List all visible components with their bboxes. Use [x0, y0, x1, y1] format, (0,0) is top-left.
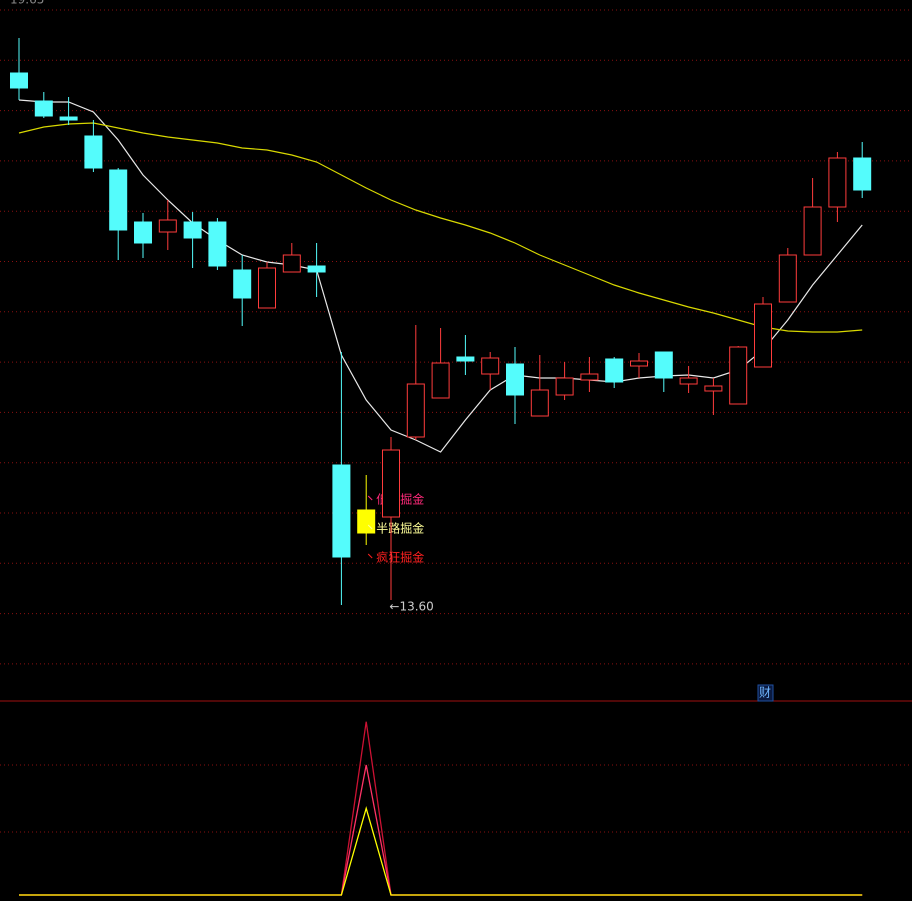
candle-body	[803, 206, 822, 256]
candle-body	[580, 373, 599, 381]
candle-body	[729, 346, 748, 405]
candle-body	[382, 449, 400, 518]
candle-body	[59, 116, 78, 121]
candle-body	[357, 509, 376, 534]
indicator-line	[19, 764, 863, 896]
moving-average	[18, 99, 863, 453]
candle-body	[630, 360, 648, 367]
candle-body	[754, 303, 772, 368]
indicator-line	[19, 805, 863, 896]
candle-body	[506, 363, 524, 396]
candle-body	[704, 385, 723, 392]
candle-body	[853, 157, 872, 191]
candle-body	[183, 221, 202, 239]
candle-body	[84, 135, 103, 169]
candle-body	[258, 267, 276, 309]
candle-body	[307, 265, 326, 273]
candle-body	[282, 254, 301, 273]
badge-box	[757, 684, 774, 702]
candle-body	[530, 389, 549, 417]
candle-body	[431, 362, 450, 399]
candle-body	[10, 72, 28, 89]
candle-body	[158, 219, 177, 233]
candle-body	[481, 357, 500, 375]
low-marker: ←13.60	[389, 600, 433, 614]
candle-body	[233, 269, 252, 299]
annotation: 半路掘金	[376, 521, 424, 536]
moving-average	[18, 122, 863, 333]
candle-body	[679, 377, 698, 385]
candle-body	[778, 254, 797, 303]
candle-body	[828, 157, 847, 208]
annotation-arrow	[367, 495, 373, 501]
annotation: 疯狂掘金	[376, 550, 424, 565]
badge[interactable]: 财	[759, 686, 771, 700]
annotation-arrow	[367, 524, 373, 530]
candle-body	[109, 169, 128, 231]
candle-body	[332, 464, 351, 558]
candle-body	[208, 221, 227, 267]
candle-body	[34, 100, 53, 117]
candle-body	[134, 221, 152, 244]
annotation-arrow	[367, 553, 373, 559]
candle-body	[406, 383, 425, 438]
candle-body	[456, 356, 475, 362]
candle-body	[555, 377, 574, 396]
y-tick-label: 19.65	[10, 0, 44, 7]
indicator-line	[19, 721, 863, 896]
candle-body	[654, 351, 673, 379]
candle-body	[605, 358, 624, 383]
